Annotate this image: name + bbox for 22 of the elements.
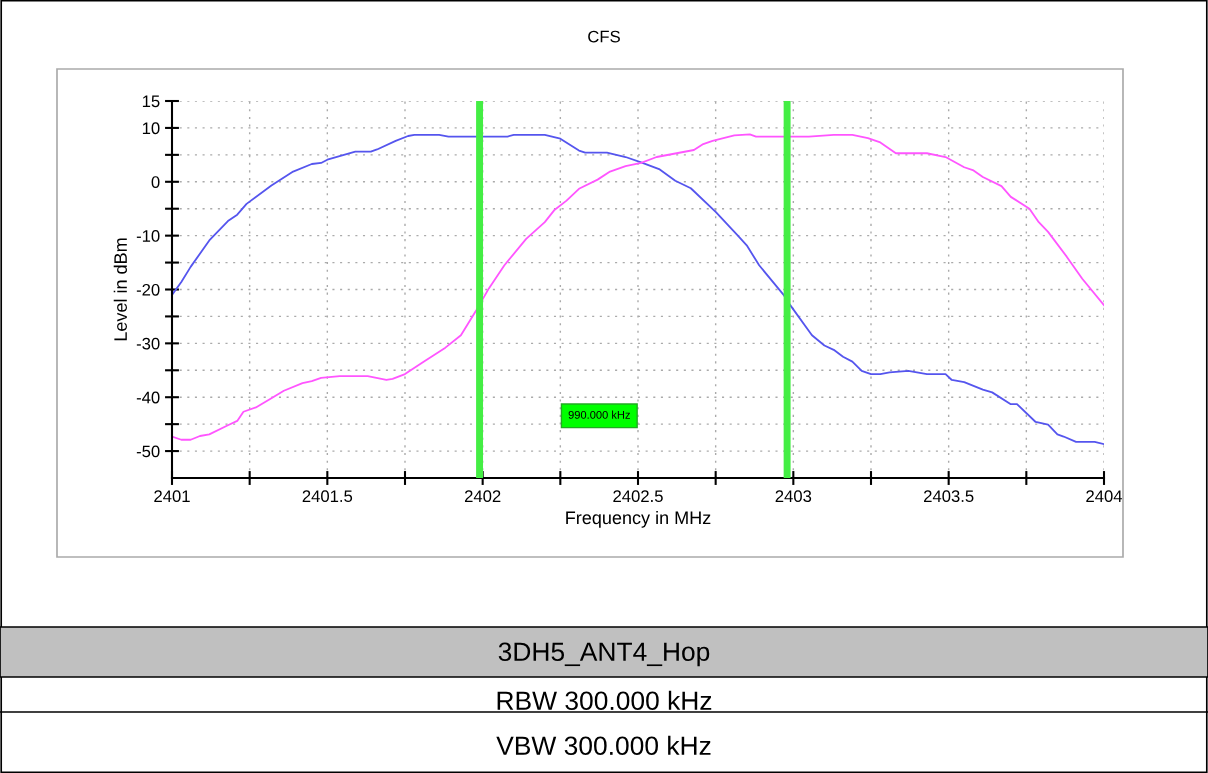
y-tick-label: -20 [136,283,160,296]
y-tick-label: 10 [142,122,160,135]
x-tick-label: 2401 [154,490,190,503]
text: VBW 300.000 kHz [496,735,711,756]
y-tick-label: 15 [142,95,160,108]
y-axis-title: Level in dBm [113,238,127,341]
text: RBW 300.000 kHz [497,690,712,711]
x-tick-label: 2403.5 [924,490,974,503]
y-tick-label: -40 [136,391,160,404]
x-tick-label: 2403 [775,490,812,503]
x-axis-title: Frequency in MHz [566,510,711,528]
y-tick-label: -10 [136,230,160,242]
annotation: 990.000 kHz [568,410,630,419]
text: 3DH5_ANT4_Hop [498,642,710,667]
x-tick-label: 2402 [464,490,501,503]
x-tick-label: 2402.5 [613,490,663,503]
y-tick-label: 0 [151,176,160,188]
chart-title: CFS [588,30,620,43]
x-tick-label: 2404 [1086,490,1123,503]
x-tick-label: 2401.5 [302,490,353,503]
y-tick-label: -30 [136,337,160,350]
y-tick-label: -50 [136,445,160,458]
